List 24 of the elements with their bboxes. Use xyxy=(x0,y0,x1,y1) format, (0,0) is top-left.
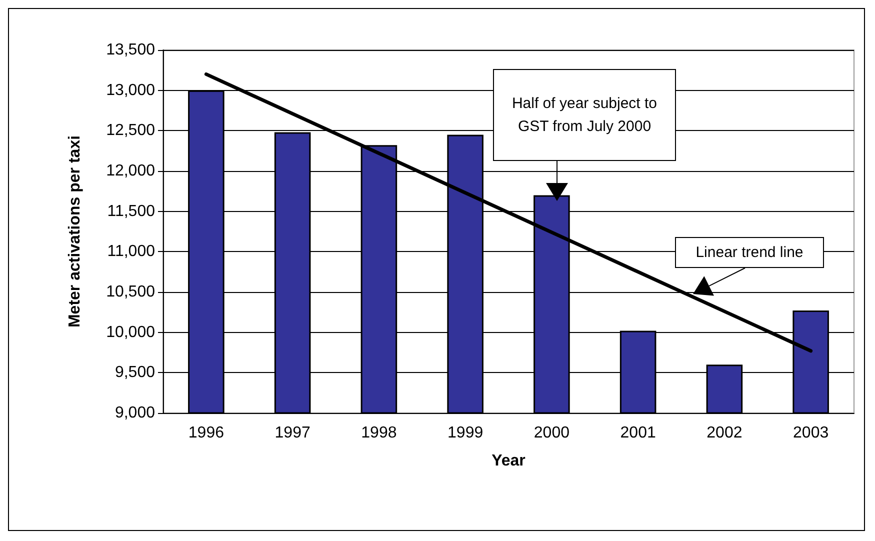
x-tick-label: 1998 xyxy=(361,424,397,442)
y-tick-label: 10,000 xyxy=(106,324,156,341)
annotation: Linear trend line xyxy=(696,243,804,263)
y-tick-label: 13,000 xyxy=(106,82,156,99)
y-tick-label: 11,000 xyxy=(107,243,156,260)
y-axis-title: Meter activations per taxi xyxy=(66,135,84,328)
x-tick-label: 2003 xyxy=(793,424,829,442)
y-tick-label: 12,500 xyxy=(106,122,156,140)
x-axis-title: Year xyxy=(492,452,526,470)
note-box: Linear trend line xyxy=(675,237,824,268)
y-tick-label: 10,500 xyxy=(106,284,156,300)
y-tick-label: 12,000 xyxy=(106,162,156,180)
note-box: Half of year subject to GST from July 2000 xyxy=(493,69,676,161)
x-tick-label: 1997 xyxy=(274,424,310,442)
y-tick-label: 11,500 xyxy=(107,202,156,220)
y-tick-label: 9,000 xyxy=(114,404,156,422)
y-tick-label: 9,500 xyxy=(114,364,156,382)
x-tick-label: 1996 xyxy=(188,424,224,442)
x-tick-label: 2001 xyxy=(620,424,656,442)
x-tick-label: 2000 xyxy=(534,424,570,442)
annotation: Half of year subject to GST from July 2000 xyxy=(510,94,658,137)
y-tick-label: 13,500 xyxy=(106,42,156,58)
x-tick-label: 1999 xyxy=(448,424,484,442)
x-tick-label: 2002 xyxy=(706,424,742,442)
